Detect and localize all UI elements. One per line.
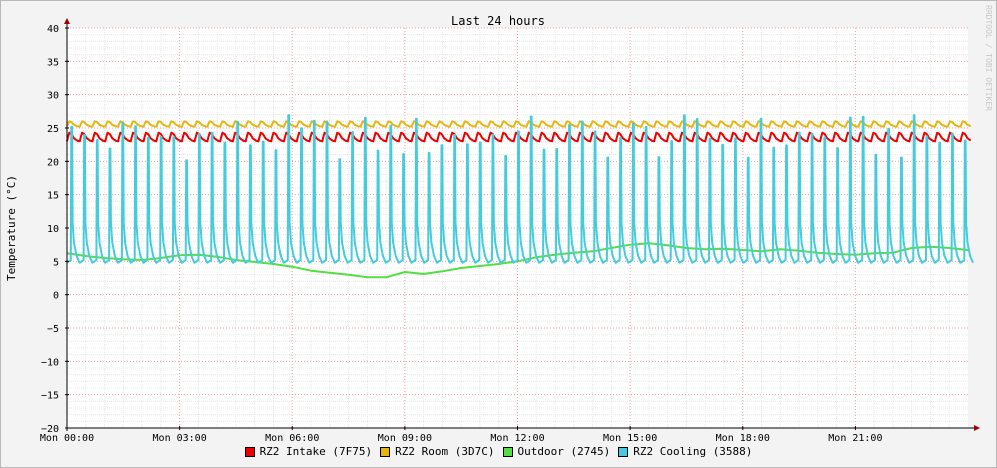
chart-title: Last 24 hours — [451, 14, 545, 28]
y-tick-label: 15 — [47, 191, 59, 202]
legend-item: RZ2 Cooling (3588) — [618, 445, 752, 458]
axes — [64, 18, 980, 431]
y-tick-label: 40 — [47, 24, 59, 35]
x-tick-label: Mon 18:00 — [716, 433, 770, 444]
x-tick-label: Mon 15:00 — [603, 433, 657, 444]
y-tick-label: −5 — [47, 324, 59, 335]
series-rz2-cooling-3588 — [66, 114, 974, 264]
y-tick-label: 25 — [47, 124, 59, 135]
y-axis-label: Temperature (°C) — [5, 175, 18, 281]
x-tick-label: Mon 00:00 — [40, 433, 94, 444]
legend-swatch — [502, 446, 513, 457]
y-tick-label: 10 — [47, 224, 59, 235]
legend: RZ2 Intake (7F75) RZ2 Room (3D7C) Outdoor … — [0, 445, 997, 460]
legend-item: Outdoor (2745) — [502, 445, 611, 458]
x-tick-label: Mon 09:00 — [378, 433, 432, 444]
series-layer — [66, 114, 974, 279]
x-tick-label: Mon 12:00 — [490, 433, 544, 444]
series-rz2-room-3d7c — [66, 120, 972, 128]
y-tick-label: −20 — [41, 424, 59, 435]
x-axis-arrow — [974, 425, 980, 431]
legend-label: RZ2 Intake (7F75) — [259, 445, 373, 458]
y-tick-label: −10 — [41, 357, 59, 368]
x-tick-label: Mon 06:00 — [265, 433, 319, 444]
legend-label: Outdoor (2745) — [517, 445, 611, 458]
y-tick-label: 20 — [47, 157, 59, 168]
y-tick-label: 30 — [47, 91, 59, 102]
y-axis-arrow — [64, 18, 70, 24]
x-tick-label: Mon 21:00 — [828, 433, 882, 444]
x-tick-label: Mon 03:00 — [153, 433, 207, 444]
y-tick-label: 35 — [47, 57, 59, 68]
legend-swatch — [380, 446, 391, 457]
y-tick-labels: 40 35 30 25 20 15 10 5 0 −5 −10 −15 −20 — [41, 24, 59, 435]
legend-item: RZ2 Room (3D7C) — [380, 445, 495, 458]
legend-swatch — [618, 446, 629, 457]
x-tick-labels: Mon 00:00 Mon 03:00 Mon 06:00 Mon 09:00 Mon … — [40, 433, 883, 444]
legend-swatch — [244, 446, 255, 457]
legend-item: RZ2 Intake (7F75) — [244, 445, 373, 458]
legend-label: RZ2 Cooling (3588) — [633, 445, 753, 458]
y-tick-label: 0 — [53, 291, 59, 302]
y-tick-label: 5 — [53, 257, 59, 268]
y-tick-label: −15 — [41, 391, 59, 402]
legend-label: RZ2 Room (3D7C) — [395, 445, 495, 458]
watermark-text: RRDTOOL / TOBI OETIKER — [984, 5, 993, 111]
